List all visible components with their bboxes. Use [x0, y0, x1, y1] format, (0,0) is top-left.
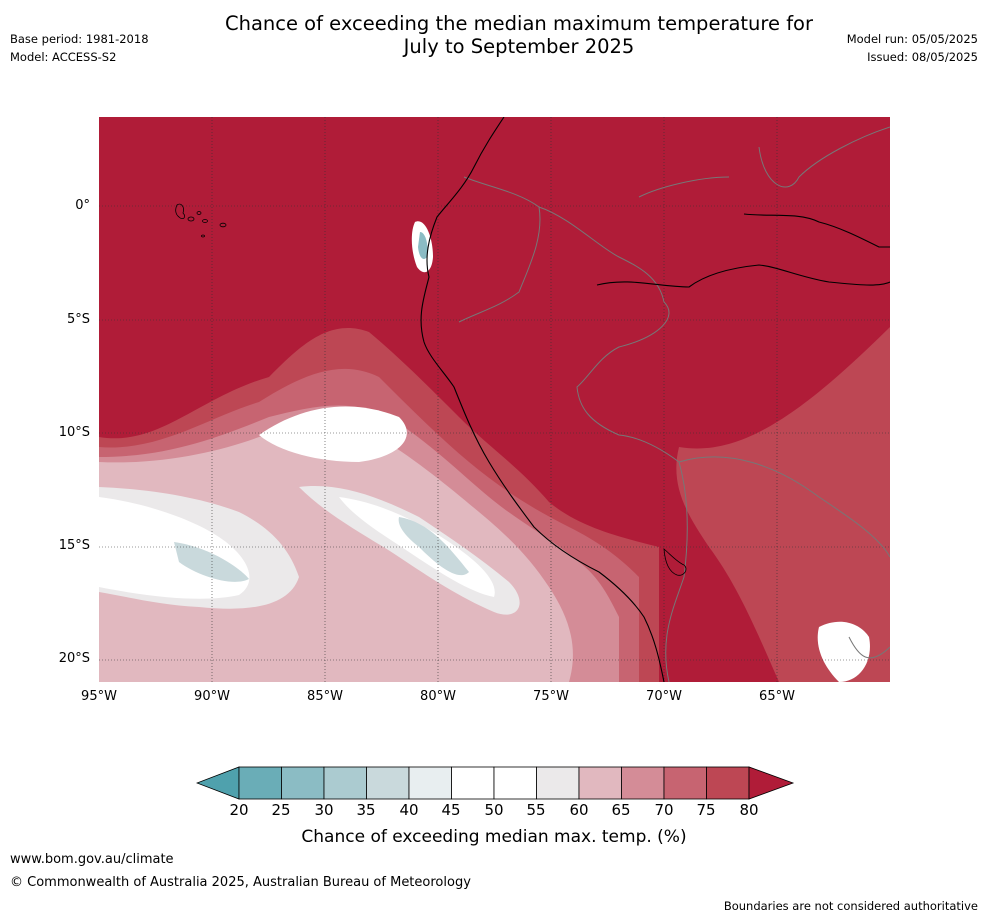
- lat-label: 10°S: [58, 425, 90, 440]
- lon-label: 80°W: [420, 689, 456, 704]
- colorbar-tick: 35: [356, 801, 376, 819]
- colorbar-tick: 50: [484, 801, 504, 819]
- title-line-2: July to September 2025: [403, 35, 635, 58]
- colorbar-tick: 55: [526, 801, 546, 819]
- coastline-amazon: [596, 264, 890, 288]
- colorbar-arrow-high: [748, 766, 795, 800]
- model-run: Model run: 05/05/2025: [846, 32, 978, 46]
- model-name: Model: ACCESS-S2: [10, 50, 117, 64]
- colorbar: [195, 766, 796, 800]
- galapagos-islands: [175, 203, 227, 238]
- colorbar-swatches: [195, 766, 795, 800]
- coastline: [420, 117, 665, 682]
- lat-label: 5°S: [66, 312, 90, 327]
- contour-40-west: [174, 542, 249, 582]
- colorbar-swatch: [578, 766, 622, 800]
- probability-map: [99, 117, 890, 682]
- colorbar-tick: 65: [611, 801, 631, 819]
- lon-label: 95°W: [81, 689, 117, 704]
- colorbar-arrow-low: [195, 766, 240, 800]
- colorbar-title: Chance of exceeding median max. temp. (%…: [301, 827, 687, 847]
- colorbar-swatch: [451, 766, 495, 800]
- colorbar-tick: 60: [569, 801, 589, 819]
- contour-40-center: [398, 517, 469, 576]
- lake-titicaca: [663, 548, 687, 576]
- colorbar-swatch: [238, 766, 282, 800]
- contour-75-east: [676, 327, 890, 682]
- colorbar-swatch: [281, 766, 325, 800]
- colorbar-swatch: [663, 766, 707, 800]
- colorbar-swatch: [621, 766, 665, 800]
- lon-label: 90°W: [194, 689, 230, 704]
- colorbar-swatch: [323, 766, 367, 800]
- title-line-1: Chance of exceeding the median maximum t…: [224, 12, 814, 35]
- graticule: [99, 117, 890, 682]
- lon-label: 70°W: [646, 689, 682, 704]
- lat-label: 0°: [75, 198, 90, 213]
- contour-50-north: [259, 406, 407, 462]
- lat-label: 20°S: [58, 651, 90, 666]
- colorbar-swatch: [408, 766, 452, 800]
- contour-60: [99, 427, 573, 682]
- colorbar-tick: 70: [654, 801, 674, 819]
- colorbar-tick: 20: [229, 801, 249, 819]
- contour-coastal-cool-core: [418, 232, 428, 259]
- meta-left: Base period: 1981-2018 Model: ACCESS-S2: [10, 30, 149, 66]
- colorbar-tick: 30: [314, 801, 334, 819]
- meta-right: Model run: 05/05/2025 Issued: 08/05/2025: [847, 30, 978, 66]
- colorbar-swatch: [493, 766, 537, 800]
- footer-disclaimer: Boundaries are not considered authoritat…: [723, 899, 978, 913]
- lat-label: 15°S: [58, 538, 90, 553]
- colorbar-swatch: [366, 766, 410, 800]
- colorbar-tick: 75: [696, 801, 716, 819]
- coastline-north: [743, 213, 890, 248]
- colorbar-tick: 25: [271, 801, 291, 819]
- lon-label: 75°W: [533, 689, 569, 704]
- map-title: Chance of exceeding the median maximum t…: [150, 12, 888, 58]
- country-borders: [458, 126, 890, 682]
- colorbar-tick: 40: [399, 801, 419, 819]
- lon-label: 85°W: [307, 689, 343, 704]
- map-panel: [99, 117, 890, 682]
- lon-label: 65°W: [759, 689, 795, 704]
- base-period: Base period: 1981-2018: [10, 32, 149, 46]
- colorbar-swatch: [706, 766, 750, 800]
- colorbar-swatch: [536, 766, 580, 800]
- footer-url[interactable]: www.bom.gov.au/climate: [10, 852, 174, 867]
- issued-date: Issued: 08/05/2025: [867, 50, 978, 64]
- contour-east-white: [817, 621, 870, 682]
- footer-copyright: © Commonwealth of Australia 2025, Austra…: [10, 875, 471, 890]
- colorbar-tick: 45: [441, 801, 461, 819]
- colorbar-tick: 80: [739, 801, 759, 819]
